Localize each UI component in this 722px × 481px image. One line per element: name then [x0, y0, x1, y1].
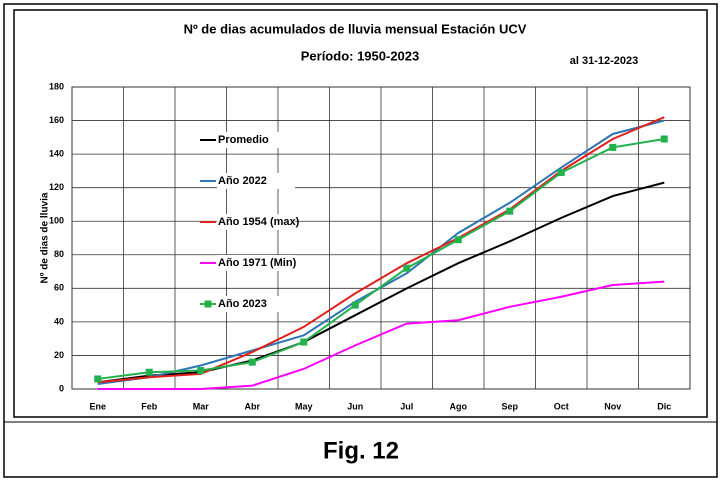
- series-line: [97, 280, 665, 390]
- x-tick-label: Mar: [193, 401, 210, 411]
- legend-label: Promedio: [218, 134, 269, 146]
- y-tick-label: 80: [54, 249, 64, 259]
- legend-bg: [217, 214, 295, 230]
- chart-title: Nº de dias acumulados de lluvia mensual …: [184, 21, 527, 36]
- legend-bg: [217, 255, 295, 271]
- y-tick-label: 40: [54, 316, 64, 326]
- series-line: [97, 181, 665, 384]
- chart-subtitle: Período: 1950-2023: [301, 48, 420, 63]
- legend-bg: [217, 173, 295, 189]
- x-tick-label: May: [295, 401, 313, 411]
- y-tick-label: 120: [49, 182, 64, 192]
- point-marker: [454, 236, 462, 244]
- x-tick-label: Feb: [141, 401, 158, 411]
- y-tick-label: 140: [49, 148, 64, 158]
- legend-label: Año 2022: [218, 175, 267, 187]
- point-marker: [403, 264, 411, 272]
- point-marker: [248, 358, 256, 366]
- point-marker: [557, 169, 565, 177]
- annotation: al 31-12-2023: [570, 55, 639, 67]
- x-tick-label: Jul: [400, 401, 413, 411]
- y-tick-label: 180: [49, 81, 64, 91]
- y-tick-label: 60: [54, 283, 64, 293]
- x-tick-label: Ago: [450, 401, 468, 411]
- point-marker: [351, 301, 359, 309]
- chart-border: [13, 9, 708, 418]
- legend-label: Año 1971 (Min): [218, 257, 297, 269]
- x-tick-label: Abr: [245, 401, 261, 411]
- y-tick-label: 0: [59, 383, 64, 393]
- legend-bg: [217, 296, 295, 312]
- legend-bg: [217, 132, 295, 148]
- legend-label: Año 1954 (max): [218, 216, 300, 228]
- x-tick-label: Sep: [501, 401, 518, 411]
- x-tick-label: Jun: [347, 401, 363, 411]
- y-axis-label: Nº de dias de lluvia: [40, 192, 51, 283]
- series-line: [97, 116, 665, 384]
- point-marker: [506, 207, 514, 215]
- legend-marker: [204, 300, 212, 308]
- x-tick-label: Nov: [604, 401, 621, 411]
- x-tick-label: Oct: [554, 401, 569, 411]
- point-marker: [609, 143, 617, 151]
- y-tick-label: 160: [49, 115, 64, 125]
- legend-label: Año 2023: [218, 298, 267, 310]
- y-tick-label: 100: [49, 216, 64, 226]
- series-line: [97, 138, 665, 380]
- point-marker: [94, 375, 102, 383]
- x-tick-label: Dic: [657, 401, 671, 411]
- plot-area: [71, 86, 691, 390]
- point-marker: [660, 135, 668, 143]
- point-marker: [197, 367, 205, 375]
- outer-border: [3, 3, 718, 478]
- point-marker: [145, 368, 153, 376]
- x-tick-label: Ene: [89, 401, 106, 411]
- caption: Fig. 12: [323, 437, 399, 464]
- y-tick-label: 20: [54, 350, 64, 360]
- point-marker: [300, 338, 308, 346]
